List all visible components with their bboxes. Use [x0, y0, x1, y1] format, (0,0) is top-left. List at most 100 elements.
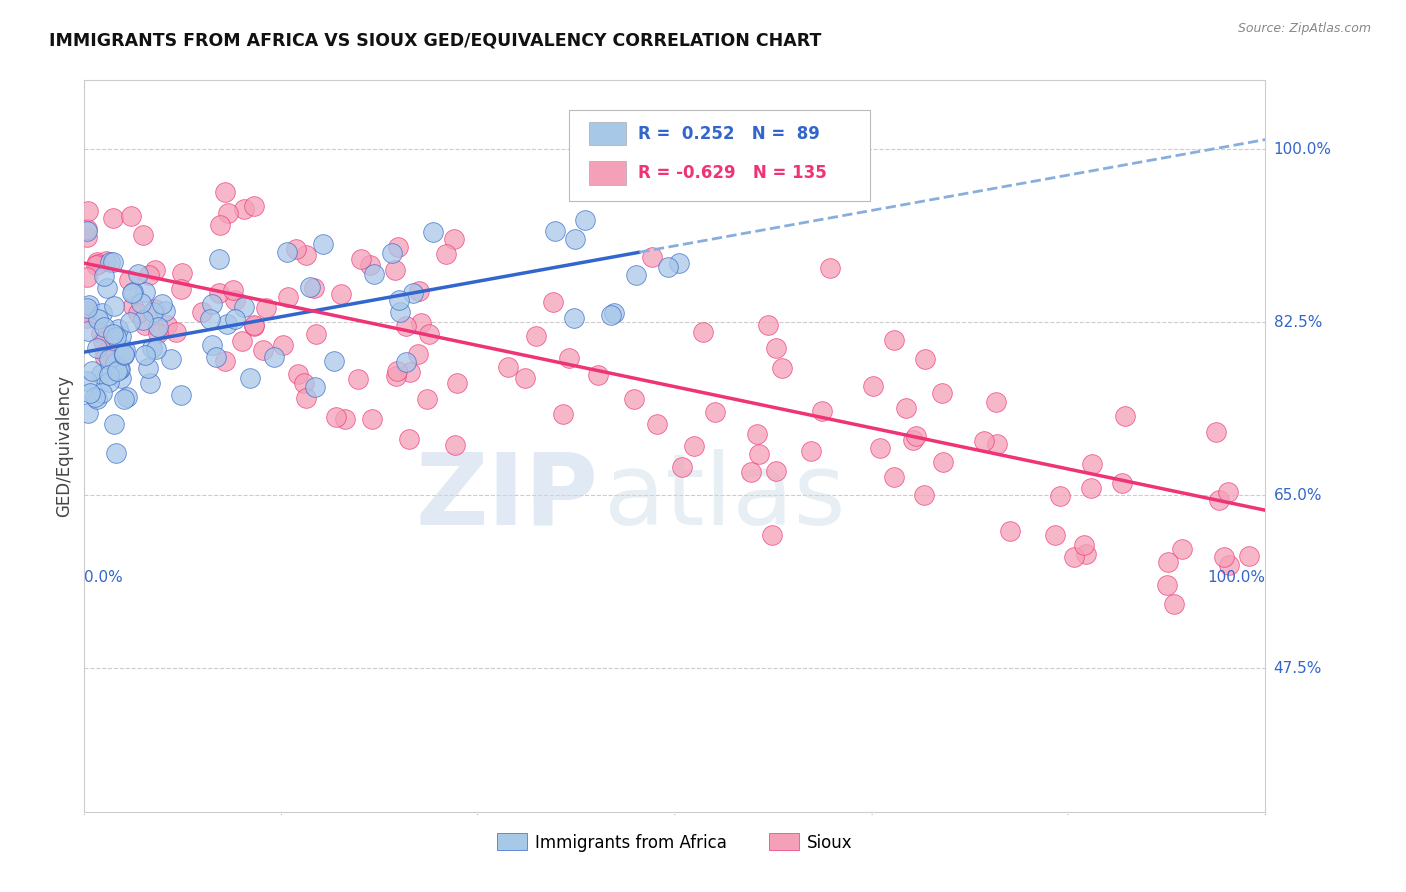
Point: [98, 255, 121, 269]
Point: [287, 367, 309, 381]
Point: [139, 376, 162, 390]
Point: [232, 202, 254, 217]
Point: [603, 306, 626, 320]
Text: 0.0%: 0.0%: [84, 570, 124, 585]
Point: [105, 329, 128, 343]
Point: [231, 334, 253, 348]
Point: [1080, 481, 1102, 495]
Point: [145, 342, 167, 356]
Point: [224, 312, 246, 326]
Point: [84, 258, 107, 272]
Point: [80, 364, 103, 378]
Point: [703, 405, 725, 419]
Point: [329, 287, 352, 301]
Point: [905, 429, 928, 443]
Point: [381, 246, 404, 260]
Point: [973, 434, 995, 449]
Point: [110, 329, 132, 343]
Point: [443, 232, 465, 246]
Point: [120, 209, 142, 223]
Point: [1157, 556, 1180, 570]
Point: [671, 460, 693, 475]
Point: [394, 354, 416, 368]
Point: [931, 386, 953, 401]
Point: [1218, 558, 1240, 572]
Point: [1049, 489, 1071, 503]
Point: [93, 346, 115, 360]
Point: [1081, 458, 1104, 472]
Point: [86, 392, 108, 406]
Point: [224, 293, 246, 307]
Point: [295, 248, 318, 262]
Point: [312, 236, 335, 251]
Point: [350, 252, 373, 267]
Point: [146, 319, 169, 334]
Point: [558, 351, 581, 366]
Point: [384, 263, 406, 277]
Point: [896, 401, 918, 416]
Point: [363, 268, 385, 282]
Point: [302, 280, 325, 294]
Point: [134, 285, 156, 299]
Point: [76, 224, 98, 238]
Point: [1074, 547, 1097, 561]
Point: [765, 341, 787, 355]
Point: [138, 268, 160, 282]
Point: [96, 253, 118, 268]
Point: [800, 443, 823, 458]
Point: [76, 301, 98, 315]
Point: [243, 199, 266, 213]
Point: [765, 464, 787, 478]
Text: 47.5%: 47.5%: [1274, 661, 1322, 676]
Point: [599, 308, 621, 322]
Point: [657, 260, 679, 274]
FancyBboxPatch shape: [589, 122, 627, 145]
Text: Source: ZipAtlas.com: Source: ZipAtlas.com: [1237, 22, 1371, 36]
Point: [148, 326, 170, 341]
Point: [346, 372, 368, 386]
Point: [285, 242, 308, 256]
Point: [103, 417, 125, 431]
Point: [121, 286, 143, 301]
Point: [129, 296, 152, 310]
Point: [141, 341, 163, 355]
Point: [101, 326, 124, 341]
Point: [745, 427, 768, 442]
Point: [208, 252, 231, 266]
Point: [496, 359, 519, 374]
Point: [544, 224, 567, 238]
Point: [91, 306, 114, 320]
Text: ZIP: ZIP: [415, 449, 598, 546]
Point: [170, 282, 193, 296]
Point: [105, 364, 128, 378]
Point: [217, 206, 239, 220]
Point: [912, 488, 935, 502]
Point: [76, 230, 98, 244]
Point: [205, 350, 228, 364]
Point: [574, 212, 596, 227]
Point: [683, 439, 706, 453]
Point: [143, 301, 166, 316]
Point: [304, 380, 326, 394]
Point: [335, 412, 357, 426]
Point: [770, 360, 793, 375]
Point: [172, 266, 194, 280]
Point: [110, 371, 132, 385]
Point: [170, 388, 193, 402]
Text: R =  0.252   N =  89: R = 0.252 N = 89: [638, 125, 820, 143]
Point: [77, 324, 100, 338]
Point: [115, 390, 138, 404]
Point: [748, 447, 770, 461]
Point: [90, 367, 112, 381]
Point: [118, 315, 141, 329]
Point: [96, 280, 118, 294]
Point: [127, 268, 149, 282]
Point: [562, 310, 585, 325]
Point: [295, 392, 318, 406]
Point: [1073, 538, 1095, 552]
Point: [200, 311, 222, 326]
Point: [134, 348, 156, 362]
Point: [79, 385, 101, 400]
Point: [86, 255, 108, 269]
Point: [668, 256, 690, 270]
